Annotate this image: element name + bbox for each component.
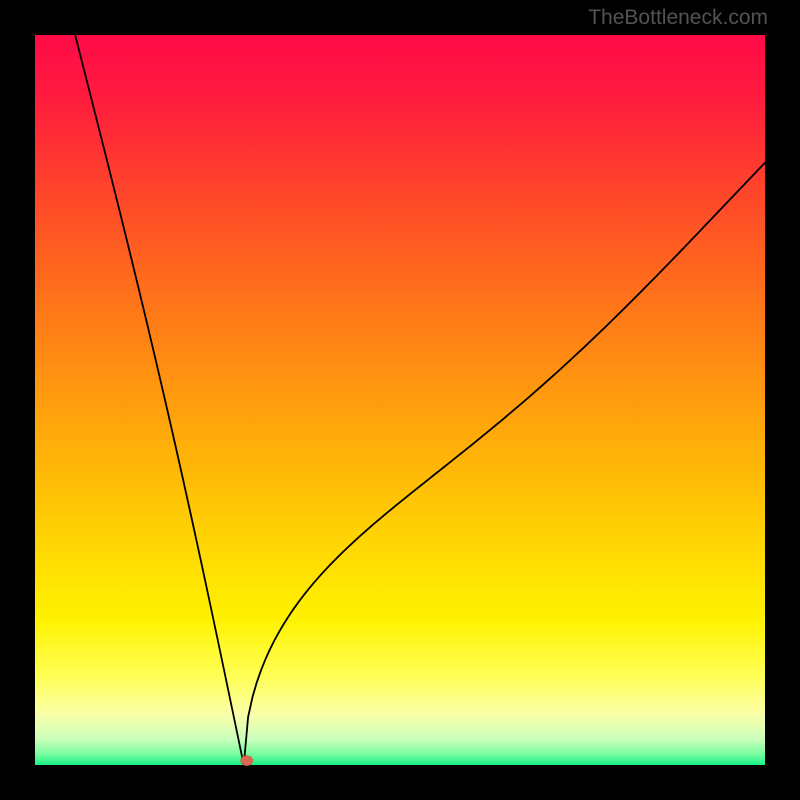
watermark-text: TheBottleneck.com (588, 6, 768, 30)
plot-gradient-background (35, 35, 765, 765)
optimal-point-marker (241, 756, 253, 766)
